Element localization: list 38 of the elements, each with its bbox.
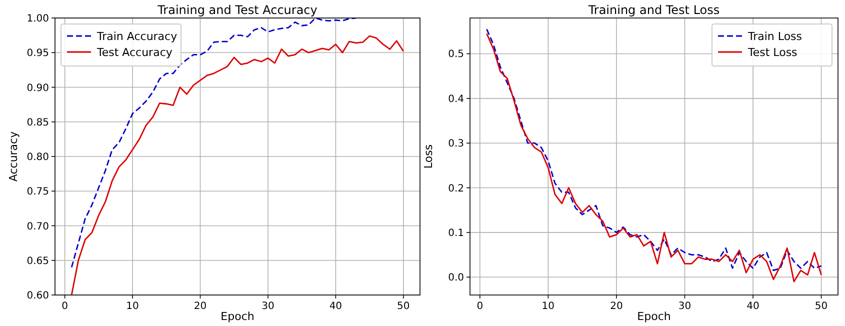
y-tick-label: 1.00 — [26, 14, 49, 24]
y-tick-label: 0.2 — [448, 183, 464, 194]
y-tick-label: 0.75 — [26, 186, 49, 198]
chart-title: Training and Test Accuracy — [156, 3, 318, 17]
y-tick-label: 0.85 — [26, 117, 49, 128]
x-tick-label: 0 — [62, 301, 68, 312]
x-tick-label: 50 — [814, 301, 828, 312]
x-axis-title: Epoch — [637, 310, 671, 323]
y-axis-title: Accuracy — [7, 130, 20, 182]
y-tick-label: 0.0 — [448, 272, 464, 284]
y-tick-label: 0.60 — [26, 290, 49, 302]
x-tick-label: 20 — [610, 301, 623, 312]
legend-label: Train Accuracy — [96, 30, 178, 43]
y-tick-label: 0.65 — [26, 256, 49, 267]
x-tick-label: 20 — [194, 301, 207, 312]
x-tick-label: 40 — [746, 301, 760, 312]
y-tick-label: 0.70 — [26, 221, 49, 232]
x-tick-label: 50 — [397, 301, 410, 312]
y-tick-label: 0.4 — [448, 94, 464, 105]
y-tick-label: 0.3 — [448, 138, 464, 150]
y-axis-title: Loss — [422, 144, 435, 169]
y-tick-label: 0.5 — [448, 49, 464, 60]
y-tick-label: 0.95 — [26, 48, 49, 60]
line-series — [70, 18, 357, 268]
x-tick-label: 30 — [262, 301, 274, 312]
y-tick-label: 0.1 — [448, 228, 464, 239]
x-tick-label: 0 — [476, 301, 484, 312]
x-tick-label: 10 — [542, 301, 555, 312]
legend-label: Test Loss — [747, 46, 798, 59]
chart-title: Training and Test Loss — [587, 3, 720, 17]
x-tick-label: 30 — [678, 301, 692, 312]
x-tick-label: 40 — [329, 301, 342, 312]
legend-label: Train Loss — [747, 30, 802, 43]
x-tick-label: 10 — [126, 301, 139, 312]
x-axis-title: Epoch — [220, 310, 254, 323]
y-tick-label: 0.90 — [26, 82, 49, 94]
y-tick-label: 0.80 — [26, 152, 49, 163]
legend-label: Test Accuracy — [96, 46, 173, 59]
